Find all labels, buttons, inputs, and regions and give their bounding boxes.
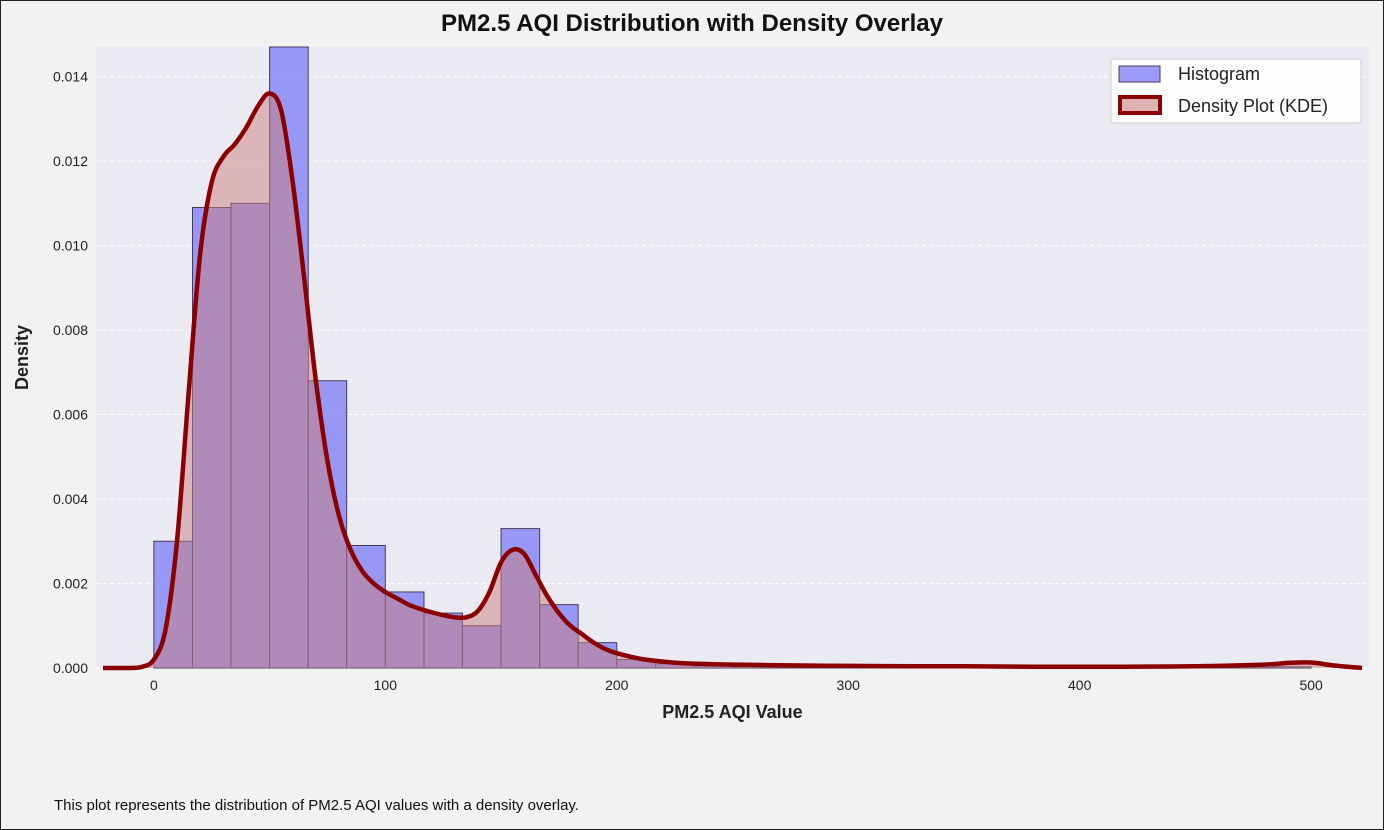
legend: Histogram Density Plot (KDE) [1110, 58, 1362, 124]
y-tick-label: 0.008 [53, 322, 88, 338]
y-tick-label: 0.014 [53, 69, 88, 85]
x-tick-label: 100 [374, 677, 398, 693]
y-tick-label: 0.006 [53, 407, 88, 423]
kde-curve [102, 91, 1363, 671]
x-tick-label: 300 [837, 677, 861, 693]
x-tick-label: 200 [605, 677, 629, 693]
y-tick-label: 0.004 [53, 491, 88, 507]
legend-label-histogram: Histogram [1178, 64, 1260, 84]
x-tick-label: 400 [1068, 677, 1092, 693]
legend-box [1110, 58, 1362, 124]
chart-caption: This plot represents the distribution of… [54, 797, 579, 814]
y-tick-label: 0.000 [53, 660, 88, 676]
x-tick-label: 500 [1299, 677, 1323, 693]
legend-label-kde: Density Plot (KDE) [1178, 96, 1328, 116]
y-tick-label: 0.010 [53, 238, 88, 254]
x-tick-label: 0 [150, 677, 158, 693]
y-tick-label: 0.002 [53, 576, 88, 592]
kde-line [102, 91, 1363, 671]
y-tick-label: 0.012 [53, 153, 88, 169]
legend-swatch-kde [1118, 95, 1162, 115]
y-axis-label: Density [12, 325, 32, 390]
x-axis-label: PM2.5 AQI Value [662, 702, 802, 722]
legend-swatch-histogram [1118, 65, 1161, 83]
y-axis-ticks: 0.000 0.002 0.004 0.006 0.008 0.010 0.012 0.014 [53, 69, 88, 676]
x-axis-ticks: 0 100 200 300 400 500 [150, 677, 1323, 693]
chart-title: PM2.5 AQI Distribution with Density Over… [441, 10, 943, 37]
